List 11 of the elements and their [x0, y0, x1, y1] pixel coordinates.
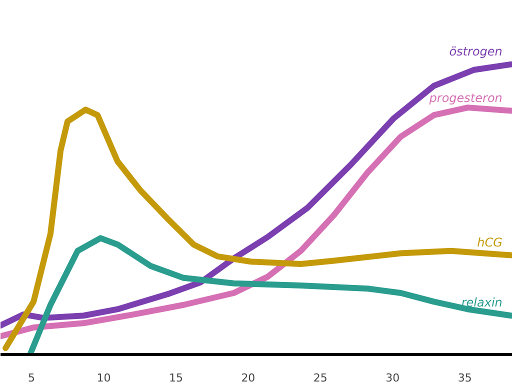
- x-tick-label: 30: [386, 372, 400, 384]
- x-tick-label: 15: [168, 372, 183, 384]
- x-tick-label: 25: [313, 372, 328, 384]
- series-label: relaxin: [461, 296, 502, 310]
- series-label: östrogen: [449, 44, 502, 58]
- x-tick-label: 5: [28, 372, 36, 384]
- x-tick-label: 35: [458, 372, 472, 384]
- x-tick-label: 10: [96, 372, 111, 384]
- series-label: progesteron: [428, 90, 502, 105]
- x-tick-label: 20: [241, 372, 256, 384]
- series-label: hCG: [477, 235, 502, 250]
